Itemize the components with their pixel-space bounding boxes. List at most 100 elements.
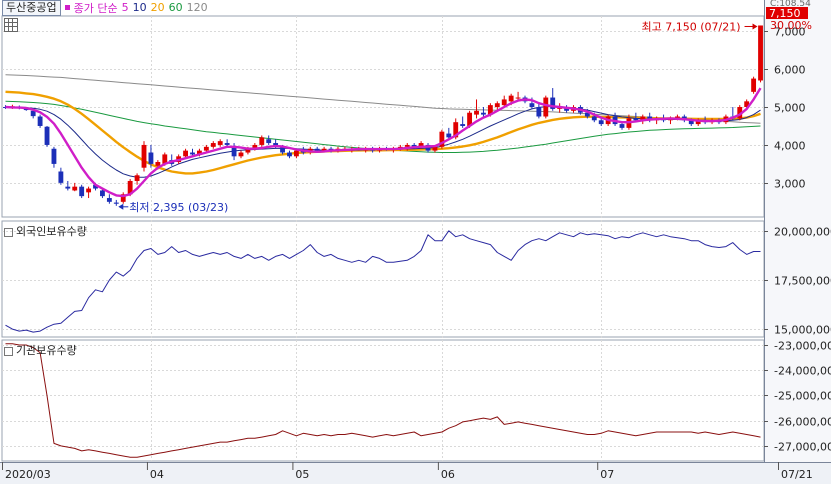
y-tick-label: 15,000,000: [774, 324, 831, 337]
candle-body: [162, 154, 168, 164]
candle-body: [106, 198, 112, 202]
candle-body: [79, 186, 85, 197]
y-tick-label: -24,000,000: [774, 365, 831, 378]
candle-body: [321, 148, 327, 151]
stock-name-box[interactable]: 두산중공업: [2, 0, 61, 16]
y-tick-label: 5,000: [774, 102, 806, 115]
y-tick-label: 7,000: [774, 26, 806, 39]
candle-body: [93, 184, 98, 189]
price-scale-area: [764, 0, 831, 484]
pane-marker-icon: [4, 346, 13, 356]
candle-body: [425, 144, 431, 151]
candle-body: [72, 186, 78, 191]
high-annotation: 최고 7,150 (07/21): [642, 20, 741, 33]
low-annotation: 최저 2,395 (03/23): [129, 201, 228, 214]
candle-body: [141, 144, 147, 168]
candle-body: [474, 110, 479, 115]
candle-body: [86, 188, 92, 193]
candle-body: [508, 95, 514, 102]
y-tick-label: 17,500,000: [774, 275, 831, 288]
candle-body: [37, 116, 43, 126]
candle-body: [210, 143, 216, 147]
x-tick-label: 05: [295, 468, 309, 481]
candle-body: [411, 144, 417, 147]
candle-body: [280, 146, 285, 153]
candle-body: [30, 110, 36, 117]
high-arrowhead-icon: [752, 23, 758, 30]
ma120-line: [5, 74, 761, 124]
ma-period-120: 120: [186, 1, 208, 14]
foreign-holdings-line: [5, 230, 761, 333]
candle-body: [293, 150, 299, 157]
candle-body: [584, 112, 590, 117]
candle-body: [439, 131, 445, 147]
x-tick-label: 07: [600, 468, 614, 481]
candle-body: [446, 133, 452, 138]
pct-change-label: 30.00%: [770, 19, 812, 32]
candle-body: [224, 143, 230, 145]
candle-body: [619, 124, 625, 128]
price-scale-partial: C:108.54: [770, 0, 811, 9]
candle-body: [183, 150, 188, 157]
y-tick-label: 3,000: [774, 178, 806, 191]
y-tick-label: -23,000,000: [774, 340, 831, 353]
institution-pane-title: 기관보유수량: [4, 342, 77, 358]
candle-body: [460, 124, 466, 126]
y-tick-label: -27,000,000: [774, 441, 831, 454]
candle-body: [467, 112, 473, 126]
y-tick-label: 20,000,000: [774, 226, 831, 239]
ma-period-10: 10: [132, 1, 147, 14]
candle-body: [453, 122, 459, 138]
candle-body: [737, 107, 743, 119]
y-tick-label: -25,000,000: [774, 390, 831, 403]
y-tick-label: -26,000,000: [774, 416, 831, 429]
institution-holdings-line: [5, 343, 761, 458]
candle-body: [487, 105, 493, 115]
candle-body: [3, 107, 8, 109]
candle-body: [418, 143, 424, 147]
candle-body: [197, 150, 202, 155]
candle-body: [432, 146, 438, 151]
candle-body: [65, 186, 71, 189]
candle-body: [58, 171, 64, 183]
candle-body: [494, 103, 500, 108]
chart-legend: 두산중공업 종가 단순 5 10 20 60 120: [2, 0, 208, 16]
ma-period-60: 60: [168, 1, 183, 14]
x-tick-label: 04: [150, 468, 164, 481]
x-tick-label: 06: [441, 468, 455, 481]
candle-body: [51, 148, 57, 164]
candle-body: [695, 120, 701, 125]
candle-body: [744, 101, 750, 108]
candle-body: [287, 152, 292, 157]
candle-body: [598, 120, 604, 125]
x-tick-label: 2020/03: [5, 468, 51, 481]
low-arrowhead-icon: [118, 203, 124, 210]
candle-body: [245, 148, 251, 153]
foreign-pane-title: 외국인보유수량: [4, 223, 87, 239]
candle-body: [155, 162, 161, 166]
x-axis-bar: [0, 462, 831, 484]
current-price-label: 7,150: [769, 7, 801, 20]
candle-body: [591, 116, 597, 121]
candle-body: [751, 78, 757, 92]
candle-body: [259, 137, 265, 145]
candle-body: [203, 146, 209, 151]
candle-body: [127, 180, 133, 195]
candle-body: [148, 152, 154, 164]
candle-body: [501, 99, 507, 106]
pane-frame: [1, 220, 765, 338]
candle-body: [543, 97, 549, 117]
candle-body: [44, 126, 50, 145]
candle-body: [633, 118, 639, 121]
ma-period-20: 20: [150, 1, 165, 14]
candle-body: [481, 112, 486, 115]
pane-frame: [1, 339, 765, 462]
y-tick-label: 6,000: [774, 64, 806, 77]
candle-body: [536, 107, 542, 117]
candle-body: [238, 152, 244, 157]
grid-settings-icon[interactable]: [4, 18, 18, 32]
candle-body: [190, 152, 195, 155]
candle-body: [231, 146, 237, 157]
